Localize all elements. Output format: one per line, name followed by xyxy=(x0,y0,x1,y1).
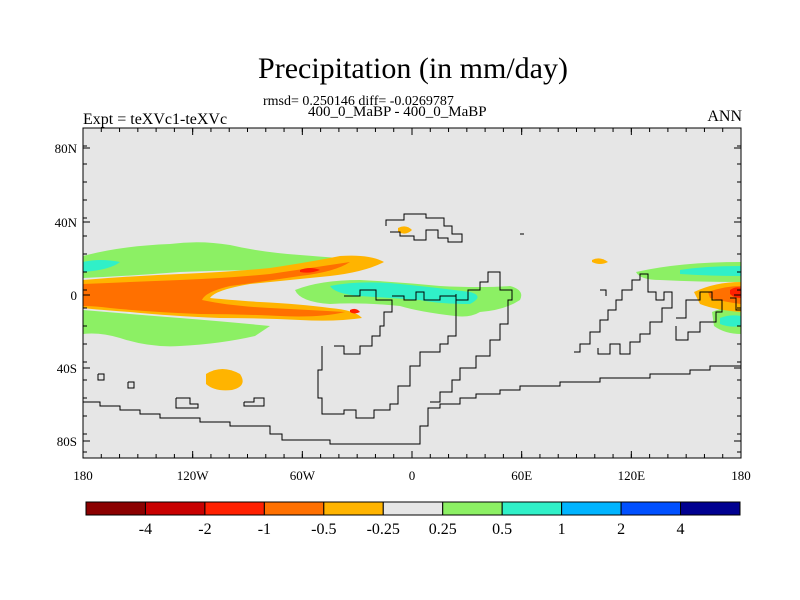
colorbar: -4 -2 -1 -0.5 -0.25 0.25 0.5 1 2 4 xyxy=(85,501,741,538)
colorbar-label: -0.5 xyxy=(311,521,336,538)
colorbar-swatch xyxy=(442,501,503,516)
colorbar-swatch xyxy=(323,501,384,516)
field-cyan-east-south xyxy=(720,315,741,327)
figure-title: Precipitation (in mm/day) xyxy=(258,52,568,85)
lat-tick-label: 80N xyxy=(55,141,78,156)
lat-tick-label: 40S xyxy=(57,361,77,376)
coastline-south-island-3 xyxy=(175,397,199,409)
colorbar-label: 2 xyxy=(617,521,625,538)
coastline-south-island-1 xyxy=(97,373,105,381)
coastline-north-africa xyxy=(392,291,456,301)
longitude-axis: 180 120W 60W 0 60E 120E 180 xyxy=(73,128,751,483)
lon-tick-label: 120E xyxy=(618,468,646,483)
colorbar-label: 0.25 xyxy=(429,521,457,538)
experiment-label: Expt = teXVc1-teXVc xyxy=(83,111,228,128)
coastline-south-america-north xyxy=(334,289,393,355)
field-red-core-2 xyxy=(350,308,360,314)
lat-tick-label: 0 xyxy=(71,288,78,303)
figure-subtitle: 400_0_MaBP - 400_0_MaBP xyxy=(308,104,487,120)
colorbar-label: -4 xyxy=(139,521,152,538)
coastline-antarctica xyxy=(83,365,741,445)
lon-tick-label: 180 xyxy=(73,468,93,483)
coastline-small-east xyxy=(600,289,607,296)
lon-tick-label: 60W xyxy=(290,468,316,483)
colorbar-swatch xyxy=(204,501,265,516)
colorbar-swatch xyxy=(382,501,444,516)
precipitation-difference-field xyxy=(83,226,741,391)
stats-text: rmsd= 0.250146 diff= -0.0269787 xyxy=(263,94,454,109)
colorbar-label: -0.25 xyxy=(367,521,400,538)
colorbar-swatch xyxy=(263,501,325,516)
coastline-east-islands xyxy=(730,297,741,311)
colorbar-swatch xyxy=(85,501,146,516)
lat-tick-label: 80S xyxy=(57,434,77,449)
field-green-small-south xyxy=(150,326,190,342)
lon-tick-label: 0 xyxy=(409,468,416,483)
field-cyan-east xyxy=(680,266,741,276)
field-cyan-central xyxy=(330,282,478,304)
lon-tick-label: 180 xyxy=(731,468,751,483)
field-orange-north-small xyxy=(398,226,412,234)
coastline-africa xyxy=(430,271,513,403)
colorbar-swatch xyxy=(501,501,563,516)
colorbar-label: 0.5 xyxy=(492,521,512,538)
field-redorange-main-band xyxy=(83,262,350,317)
coastline-australia xyxy=(675,291,723,341)
colorbar-label: -2 xyxy=(198,521,211,538)
coastline-europe xyxy=(385,213,463,243)
colorbar-swatch xyxy=(561,501,622,516)
coastline-asia-india xyxy=(574,273,673,355)
lon-tick-label: 60E xyxy=(511,468,532,483)
lat-tick-label: 40N xyxy=(55,215,78,230)
field-orange-asia-small xyxy=(592,258,608,264)
colorbar-swatch xyxy=(680,501,741,516)
colorbar-label: -1 xyxy=(258,521,271,538)
lon-tick-label: 120W xyxy=(177,468,210,483)
colorbar-swatch xyxy=(144,501,206,516)
field-red-core-1 xyxy=(300,268,320,273)
field-orange-south-blob xyxy=(206,369,243,391)
season-label: ANN xyxy=(707,108,742,125)
latitude-axis: 80N 40N 0 40S 80S xyxy=(55,141,741,453)
colorbar-label: 1 xyxy=(558,521,566,538)
coastline-south-island-2 xyxy=(127,381,135,389)
coastline-south-america-west xyxy=(317,294,457,419)
coastlines xyxy=(83,213,741,445)
colorbar-swatch xyxy=(620,501,682,516)
coastline-south-island-4 xyxy=(243,397,265,407)
colorbar-label: 4 xyxy=(677,521,685,538)
field-cyan-west xyxy=(83,260,120,272)
